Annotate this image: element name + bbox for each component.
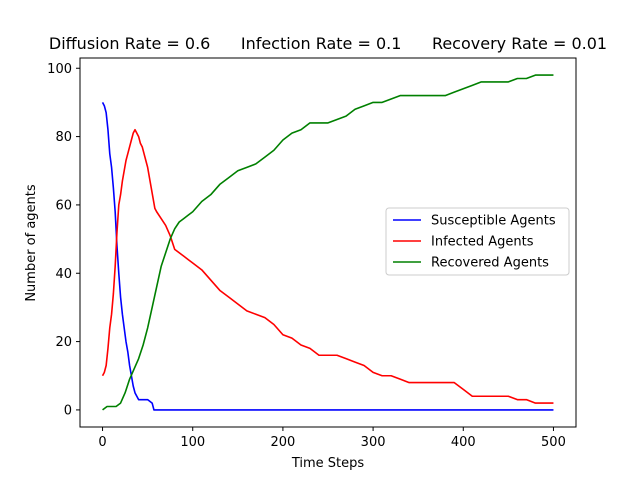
y-tick-label: 100 bbox=[47, 62, 72, 77]
plot-frame bbox=[79, 57, 577, 428]
y-axis-label: Number of agents bbox=[24, 184, 39, 302]
x-tick-label: 400 bbox=[451, 435, 476, 450]
series-line-1 bbox=[101, 128, 554, 404]
y-tick-label: 40 bbox=[55, 267, 72, 282]
x-tick-label: 100 bbox=[180, 435, 205, 450]
y-tick-label: 80 bbox=[55, 130, 72, 145]
chart-title: Diffusion Rate = 0.6 Infection Rate = 0.… bbox=[49, 34, 607, 53]
legend-label-1: Infected Agents bbox=[431, 235, 534, 250]
x-tick-label: 0 bbox=[98, 435, 106, 450]
legend: Susceptible Agents Infected Agents Recover… bbox=[385, 207, 570, 276]
series-line-2 bbox=[102, 74, 554, 411]
axes: 0 100 200 300 400 500 0 20 40 60 80 100 bbox=[47, 57, 577, 450]
x-tick-label: 500 bbox=[541, 435, 566, 450]
y-tick-label: 20 bbox=[55, 335, 72, 350]
x-tick-label: 300 bbox=[361, 435, 386, 450]
legend-label-2: Recovered Agents bbox=[431, 256, 549, 271]
y-tick-label: 0 bbox=[64, 403, 72, 418]
legend-box bbox=[385, 207, 570, 276]
x-tick-label: 200 bbox=[270, 435, 295, 450]
y-tick-label: 60 bbox=[55, 198, 72, 213]
series-lines bbox=[101, 74, 554, 411]
legend-label-0: Susceptible Agents bbox=[431, 214, 556, 229]
x-axis-label: Time Steps bbox=[291, 456, 365, 471]
series-line-0 bbox=[101, 102, 554, 411]
